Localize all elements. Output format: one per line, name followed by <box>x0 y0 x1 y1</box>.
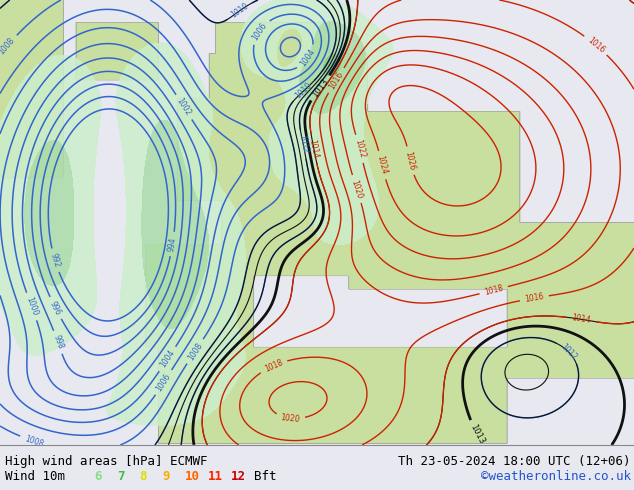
Text: 1024: 1024 <box>375 155 389 175</box>
Text: 998: 998 <box>51 334 65 350</box>
Text: Bft: Bft <box>254 470 276 483</box>
Text: 1004: 1004 <box>299 48 317 69</box>
Text: 992: 992 <box>49 252 61 269</box>
Text: 1018: 1018 <box>263 358 284 374</box>
Text: 1018: 1018 <box>483 283 504 297</box>
Text: 1008: 1008 <box>0 36 16 56</box>
Text: 994: 994 <box>167 236 178 252</box>
Text: 1016: 1016 <box>327 70 345 91</box>
Text: 1002: 1002 <box>175 97 193 118</box>
Text: 1008: 1008 <box>186 341 204 362</box>
Text: 1020: 1020 <box>280 413 301 424</box>
Text: 1022: 1022 <box>353 138 366 159</box>
Text: 1026: 1026 <box>404 150 417 171</box>
Text: 10: 10 <box>185 470 200 483</box>
Text: 1016: 1016 <box>524 292 545 304</box>
Text: 1014: 1014 <box>571 314 591 325</box>
Text: 1014: 1014 <box>307 138 320 159</box>
Text: 1012: 1012 <box>559 342 578 362</box>
Text: ©weatheronline.co.uk: ©weatheronline.co.uk <box>481 470 631 483</box>
Text: 1004: 1004 <box>158 348 177 369</box>
Text: 6: 6 <box>94 470 101 483</box>
Text: 1006: 1006 <box>155 372 172 393</box>
Text: 1012: 1012 <box>297 134 309 154</box>
Text: 1013: 1013 <box>469 423 486 446</box>
Text: High wind areas [hPa] ECMWF: High wind areas [hPa] ECMWF <box>5 455 207 468</box>
Text: 1010: 1010 <box>294 81 314 100</box>
Text: 8: 8 <box>139 470 147 483</box>
Text: 1008: 1008 <box>23 434 44 448</box>
Text: 1016: 1016 <box>586 36 606 55</box>
Text: 7: 7 <box>117 470 124 483</box>
Text: 1020: 1020 <box>350 178 364 199</box>
Text: Wind 10m: Wind 10m <box>5 470 65 483</box>
Text: 1010: 1010 <box>229 1 250 20</box>
Text: 9: 9 <box>162 470 170 483</box>
Text: 1006: 1006 <box>250 21 268 42</box>
Text: Th 23-05-2024 18:00 UTC (12+06): Th 23-05-2024 18:00 UTC (12+06) <box>398 455 631 468</box>
Text: 1000: 1000 <box>24 296 39 317</box>
Text: 996: 996 <box>48 299 63 317</box>
Text: 11: 11 <box>208 470 223 483</box>
Text: 1013: 1013 <box>310 76 330 99</box>
Text: 12: 12 <box>231 470 246 483</box>
